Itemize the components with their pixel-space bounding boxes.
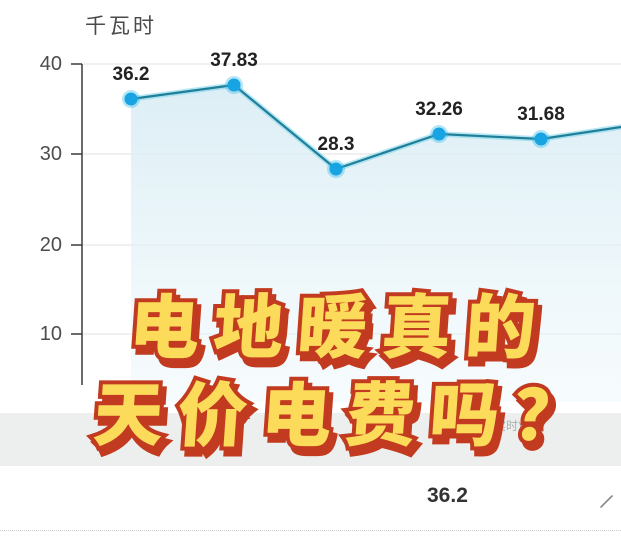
svg-text:28.3: 28.3 — [318, 134, 355, 155]
svg-text:31.68: 31.68 — [517, 104, 565, 125]
svg-text:20: 20 — [40, 234, 62, 256]
svg-text:32.26: 32.26 — [415, 99, 463, 120]
svg-text:40: 40 — [40, 53, 62, 75]
svg-text:36.2: 36.2 — [113, 64, 150, 85]
svg-text:30: 30 — [40, 143, 62, 165]
svg-text:10: 10 — [40, 323, 62, 345]
svg-text:37.83: 37.83 — [210, 50, 258, 71]
